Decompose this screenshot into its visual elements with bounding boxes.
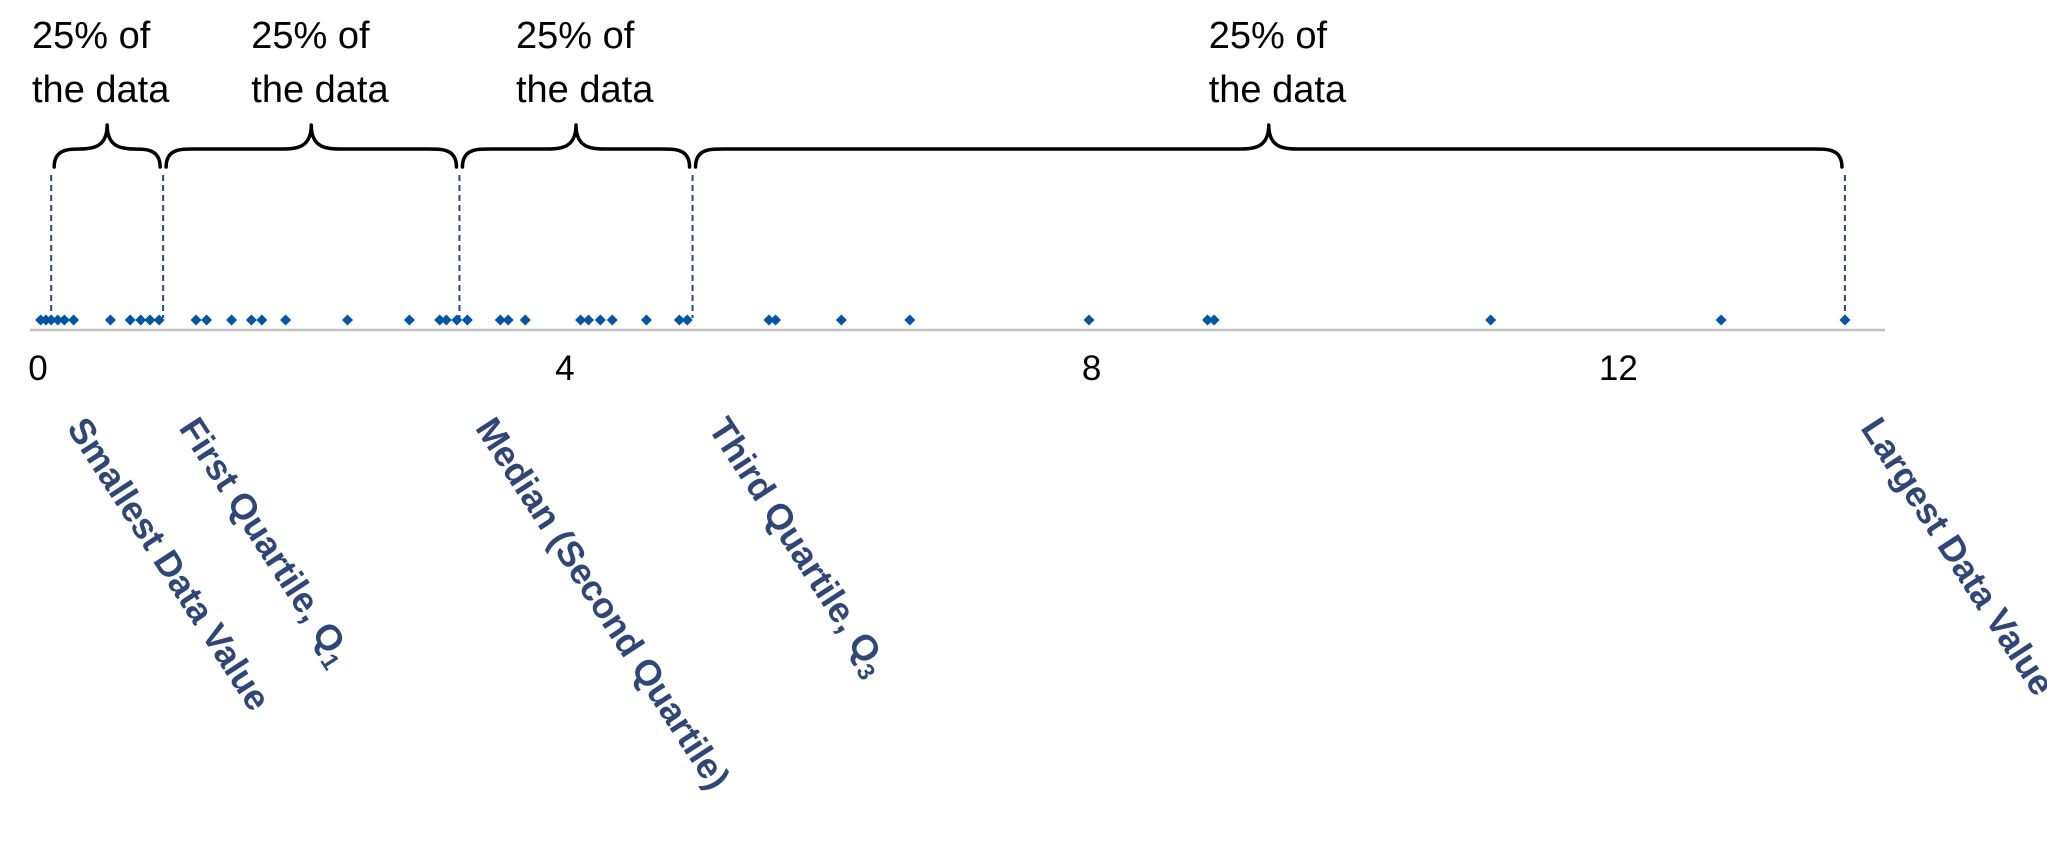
segment-label-line2: the data xyxy=(1209,69,1347,111)
data-point xyxy=(461,314,473,326)
marker-label-smallest: Smallest Data Value xyxy=(59,410,279,718)
data-point xyxy=(1485,314,1497,326)
data-point xyxy=(434,314,446,326)
data-point xyxy=(835,314,847,326)
marker-label-largest: Largest Data Value xyxy=(1853,410,2047,702)
data-point xyxy=(135,314,147,326)
brace-2 xyxy=(164,123,459,169)
data-point xyxy=(673,314,685,326)
brace-1 xyxy=(52,123,162,169)
brace-4 xyxy=(693,123,1844,169)
data-point xyxy=(904,314,916,326)
marker-label-median: Median (Second Quartile) xyxy=(468,410,739,796)
tick-labels-layer: 0 4 8 12 xyxy=(28,349,1638,388)
data-point xyxy=(124,314,136,326)
data-point xyxy=(1201,314,1213,326)
tick-label: 0 xyxy=(28,349,47,388)
data-point xyxy=(52,314,64,326)
data-point xyxy=(68,314,80,326)
data-point xyxy=(1715,314,1727,326)
data-point xyxy=(58,314,70,326)
data-point xyxy=(606,314,618,326)
segment-label-line1: 25% of xyxy=(251,15,370,57)
data-point xyxy=(451,314,463,326)
guide-lines-layer xyxy=(50,175,1846,318)
data-point xyxy=(1208,314,1220,326)
data-point xyxy=(681,314,693,326)
tick-label: 8 xyxy=(1082,349,1101,388)
data-point xyxy=(190,314,202,326)
segment-label-line2: the data xyxy=(251,69,389,111)
braces-layer: 25% of the data 25% of the data 25% of the da… xyxy=(32,15,1844,169)
tick-label: 4 xyxy=(555,349,574,388)
data-point xyxy=(1083,314,1095,326)
marker-label-text: Smallest Data Value xyxy=(59,410,279,718)
data-point xyxy=(440,314,452,326)
data-point xyxy=(245,314,257,326)
data-point xyxy=(226,314,238,326)
data-point xyxy=(341,314,353,326)
marker-label-text: Median (Second Quartile) xyxy=(468,410,739,796)
data-point xyxy=(104,314,116,326)
data-point xyxy=(280,314,292,326)
data-point xyxy=(153,314,165,326)
data-point xyxy=(201,314,213,326)
data-point xyxy=(144,314,156,326)
data-point xyxy=(763,314,775,326)
data-points-layer xyxy=(35,314,1851,326)
data-point xyxy=(403,314,415,326)
data-point xyxy=(770,314,782,326)
data-point xyxy=(494,314,506,326)
data-point xyxy=(583,314,595,326)
data-point xyxy=(502,314,514,326)
data-point xyxy=(1839,314,1851,326)
data-point xyxy=(640,314,652,326)
marker-label-text: Third Quartile, Q xyxy=(701,410,890,671)
data-point xyxy=(575,314,587,326)
brace-3 xyxy=(460,123,692,169)
data-point xyxy=(256,314,268,326)
marker-label-text: Largest Data Value xyxy=(1853,410,2047,702)
data-point xyxy=(519,314,531,326)
segment-label-line2: the data xyxy=(516,69,654,111)
segment-label-line1: 25% of xyxy=(1209,15,1328,57)
marker-label-q3: Third Quartile, Q3 xyxy=(696,410,897,685)
data-point xyxy=(45,314,57,326)
data-point xyxy=(594,314,606,326)
segment-label-line1: 25% of xyxy=(32,15,151,57)
segment-label-line1: 25% of xyxy=(516,15,635,57)
tick-label: 12 xyxy=(1599,349,1638,388)
segment-label-line2: the data xyxy=(32,69,170,111)
